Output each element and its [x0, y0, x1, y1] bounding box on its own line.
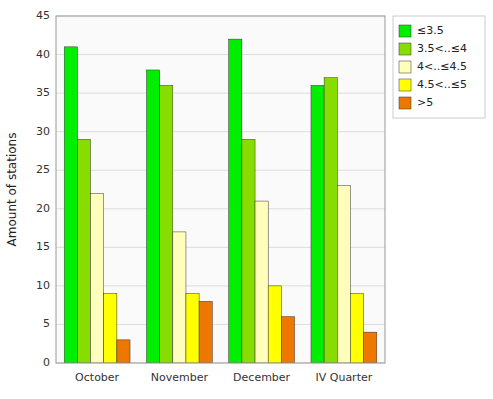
bar: [64, 47, 77, 363]
y-axis-label: Amount of stations: [5, 133, 19, 247]
plot-frame: [56, 16, 385, 363]
plot-background: [56, 16, 385, 363]
y-tick-label: 25: [36, 163, 50, 176]
bar: [364, 332, 377, 363]
y-tick-label: 10: [36, 279, 50, 292]
y-tick-label: 15: [36, 240, 50, 253]
y-tick-label: 40: [36, 48, 50, 61]
x-axis: October November December IV Quarter: [75, 371, 373, 384]
x-tick-label: December: [233, 371, 291, 384]
bar: [337, 186, 350, 363]
legend-label: ≤3.5: [417, 24, 444, 37]
grid-line: [56, 54, 385, 55]
bar: [77, 139, 90, 363]
y-tick-label: 45: [36, 9, 50, 22]
legend-label: 4<..≤4.5: [417, 60, 467, 73]
legend-swatch: [399, 43, 411, 55]
legend-swatch: [399, 61, 411, 73]
legend-label: 4.5<..≤5: [417, 78, 467, 91]
legend-swatch: [399, 97, 411, 109]
bar: [268, 286, 281, 363]
legend-label: >5: [417, 96, 433, 109]
x-tick-label: IV Quarter: [315, 371, 372, 384]
bar: [146, 70, 159, 363]
y-tick-label: 0: [43, 356, 50, 369]
bars: [64, 39, 377, 363]
bar: [281, 317, 294, 363]
chart-svg: 0 5 10 15 20 25 30 35 40 45 Amount of stations Octo…: [0, 0, 493, 399]
bar: [117, 340, 130, 363]
bar: [242, 139, 255, 363]
bar: [311, 85, 324, 363]
x-tick-label: October: [75, 371, 119, 384]
bar: [160, 85, 173, 363]
bar: [324, 78, 337, 363]
y-tick-label: 5: [43, 317, 50, 330]
chart-container: 0 5 10 15 20 25 30 35 40 45 Amount of stations Octo…: [0, 0, 493, 399]
legend-swatch: [399, 25, 411, 37]
y-tick-label: 20: [36, 202, 50, 215]
legend-swatch: [399, 79, 411, 91]
legend-box: [393, 16, 485, 118]
bar: [229, 39, 242, 363]
x-tick-label: November: [151, 371, 209, 384]
y-tick-label: 35: [36, 86, 50, 99]
bar: [173, 232, 186, 363]
y-tick-label: 30: [36, 125, 50, 138]
bar: [199, 301, 212, 363]
y-axis: 0 5 10 15 20 25 30 35 40 45: [36, 9, 385, 369]
legend: ≤3.5 3.5<..≤4 4<..≤4.5 4.5<..≤5 >5: [393, 16, 485, 118]
bar: [186, 294, 199, 363]
bar: [255, 201, 268, 363]
bar: [91, 193, 104, 363]
bar: [350, 294, 363, 363]
bar: [104, 294, 117, 363]
legend-label: 3.5<..≤4: [417, 42, 467, 55]
